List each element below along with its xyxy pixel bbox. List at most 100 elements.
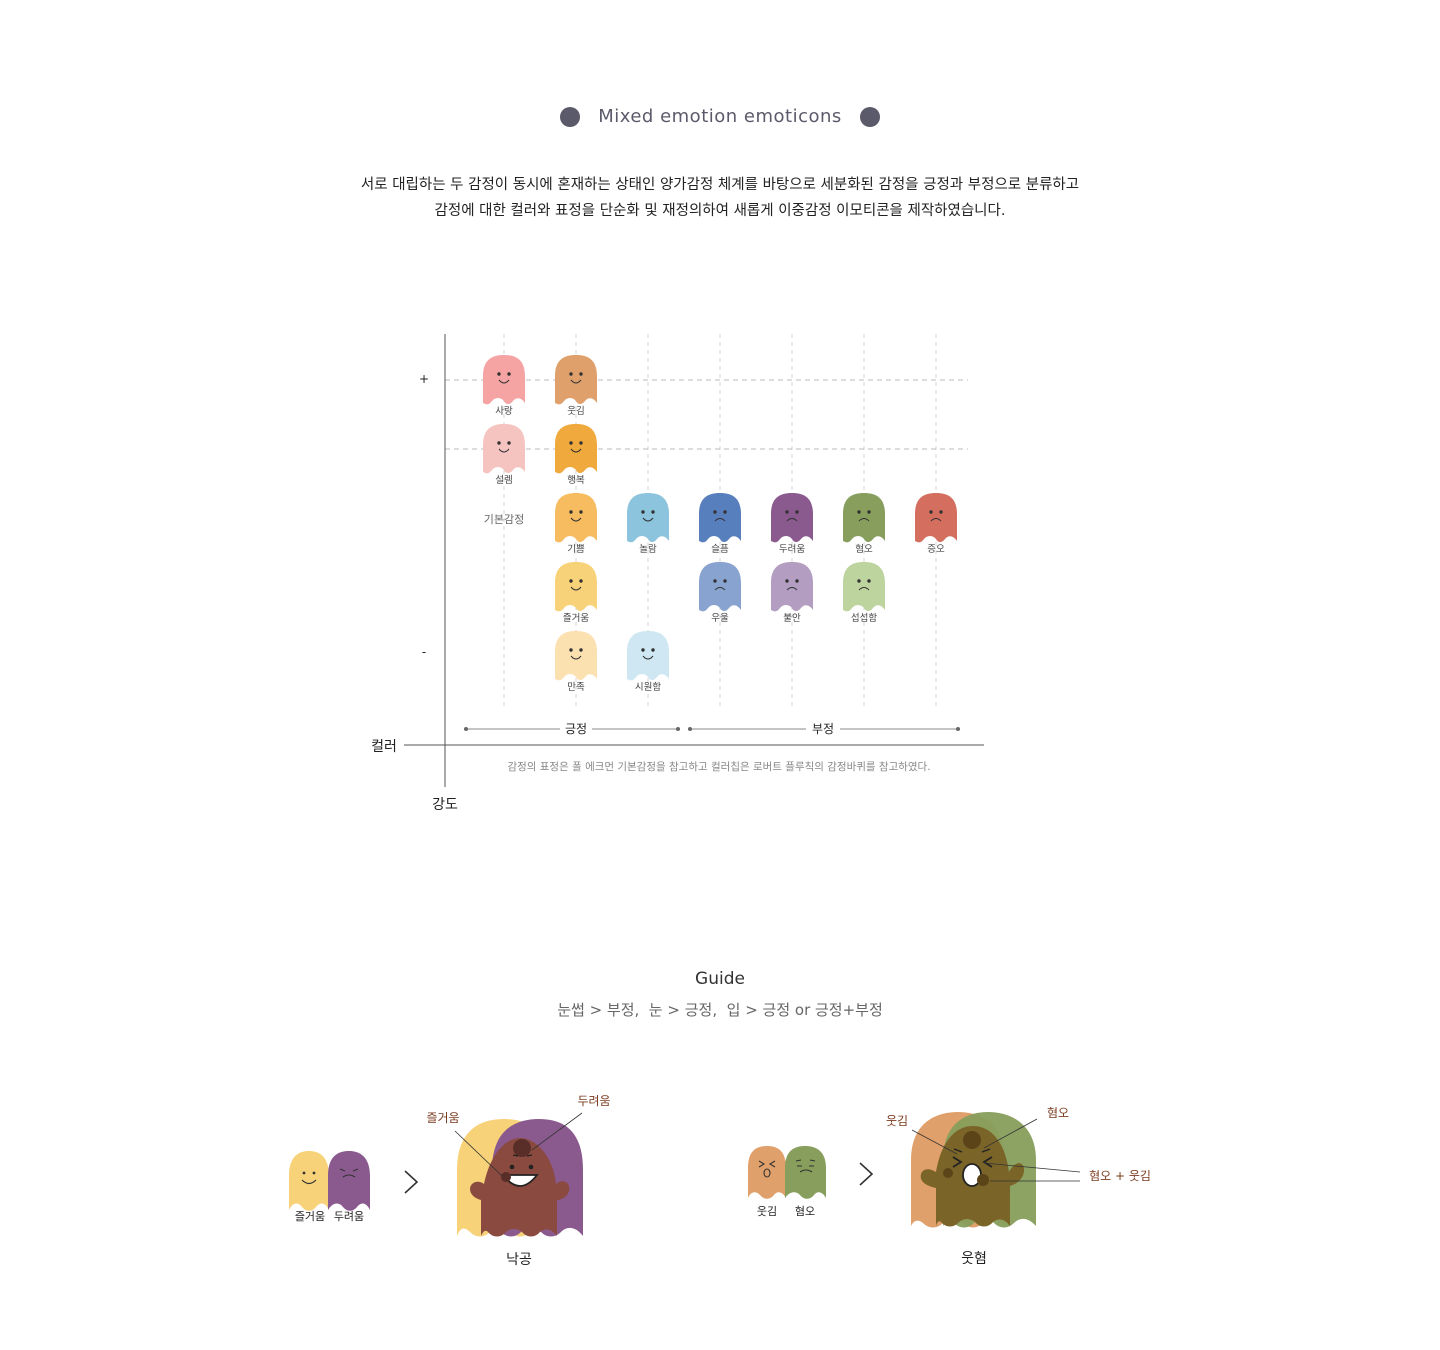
- bullet-dot-icon: [859, 106, 880, 127]
- guide-title: Guide: [695, 969, 745, 989]
- emotion-ghost: 즐거움: [555, 562, 597, 624]
- ghost-body: [699, 562, 741, 612]
- emotion-label: 불안: [783, 613, 801, 624]
- emotion-label: 우울: [711, 613, 729, 624]
- ghost-body: [627, 631, 669, 681]
- emotion-ghost: 슬픔: [699, 493, 741, 555]
- ghost-face-icon: [569, 510, 583, 522]
- ghost-face-icon: [497, 441, 511, 453]
- y-axis-label: 강도: [432, 797, 458, 813]
- emotion-ghost: 사랑: [483, 355, 525, 417]
- ghost-body: [843, 562, 885, 612]
- emotion-label: 설렘: [495, 474, 512, 486]
- emotion-label: 기쁨: [567, 544, 585, 555]
- emotion-ghost: 두려움: [771, 493, 813, 555]
- bullet-dot-icon: [560, 106, 581, 127]
- description-line: 서로 대립하는 두 감정이 동시에 혼재하는 상태인 양가감정 체계를 바탕으로…: [360, 177, 1080, 193]
- ghost-body: [555, 424, 597, 474]
- ghost-body: [483, 424, 525, 474]
- ghost-body: [771, 493, 813, 543]
- emotion-label: 혐오: [855, 544, 873, 555]
- example2-callout-left: 웃김: [886, 1114, 908, 1128]
- bracket-dot: [688, 727, 692, 731]
- ghost-body: [771, 562, 813, 612]
- example2-pair-label: 웃김: [757, 1205, 777, 1218]
- ghost-body: [483, 355, 525, 405]
- ghost-body: [555, 355, 597, 405]
- positive-label: 긍정: [565, 722, 587, 736]
- chevron-right-icon: [404, 1170, 419, 1194]
- x-axis-label: 컬러: [371, 739, 397, 755]
- example1-pair-label: 즐거움: [295, 1210, 325, 1223]
- ghost-disgust-small: [785, 1146, 826, 1199]
- emotion-label: 만족: [567, 682, 585, 693]
- description: 서로 대립하는 두 감정이 동시에 혼재하는 상태인 양가감정 체계를 바탕으로…: [0, 172, 1440, 224]
- negative-label: 부정: [812, 722, 834, 736]
- emotion-label: 섭섭함: [851, 613, 877, 624]
- example1-callout-left: 즐거움: [426, 1111, 459, 1125]
- example2-callout-right: 혐오: [1047, 1106, 1069, 1120]
- emotion-ghost: 기쁨: [555, 493, 597, 555]
- guide-text: 눈썹 > 부정, 눈 > 긍정, 입 > 긍정 or 긍정+부정: [557, 1001, 883, 1019]
- chevron-right-icon: [859, 1162, 874, 1186]
- emotion-ghost: 증오: [915, 493, 957, 555]
- emotion-label: 슬픔: [711, 544, 729, 555]
- example2-pair-label: 혐오: [795, 1205, 815, 1218]
- emotion-ghost: 불안: [771, 562, 813, 624]
- example2-result-label: 웃혐: [961, 1251, 987, 1267]
- ghost-joy-small: [289, 1151, 329, 1211]
- ghost-face-icon: [785, 579, 799, 591]
- y-minus-label: -: [422, 645, 426, 659]
- y-plus-label: +: [419, 372, 429, 386]
- emotion-label: 놀람: [639, 543, 657, 555]
- ghost-face-icon: [641, 510, 655, 522]
- ghost-body: [555, 631, 597, 681]
- mix-examples: 즐거움 두려움 즐거움 두려움 낙공 웃김 혐오: [289, 1094, 1151, 1268]
- example1-mix: 즐거움 두려움 낙공: [426, 1094, 610, 1268]
- emotion-grid-chart: + - 컬러 강도 기본감정 긍정 부정 감정의 표정은 폴 에크먼 기본감정을…: [371, 334, 984, 813]
- ghost-face-icon: [569, 579, 583, 591]
- example2-mix: 웃김 혐오 혐오 + 웃김 웃혐: [886, 1106, 1151, 1267]
- emotion-label: 시원함: [635, 682, 661, 693]
- emotion-label: 즐거움: [563, 613, 589, 624]
- example1-callout-right: 두려움: [577, 1094, 610, 1108]
- emotion-ghost: 웃김: [555, 355, 597, 417]
- emotion-ghost: 혐오: [843, 493, 885, 555]
- ghost-body: [843, 493, 885, 543]
- emotion-ghost: 행복: [555, 424, 597, 486]
- emotion-label: 웃김: [567, 405, 584, 417]
- ghost-face-icon: [569, 648, 583, 660]
- ghost-face-icon: [569, 441, 583, 453]
- bracket-dot: [676, 727, 680, 731]
- ghost-face-icon: [857, 510, 871, 522]
- ghost-body: [915, 493, 957, 543]
- chart-footnote: 감정의 표정은 폴 에크먼 기본감정을 참고하고 컬러칩은 로버트 플루칙의 감…: [507, 760, 930, 773]
- ghost-body: [555, 562, 597, 612]
- emotion-label: 사랑: [495, 405, 513, 417]
- example2-callout-mix: 혐오 + 웃김: [1089, 1169, 1151, 1183]
- section-header: Mixed emotion emoticons: [0, 106, 1440, 127]
- ghost-face-icon: [497, 372, 511, 384]
- ghost-face-icon: [713, 579, 727, 591]
- example1-pair-label: 두려움: [334, 1210, 364, 1223]
- emotion-label: 두려움: [779, 543, 805, 555]
- emotion-label: 증오: [927, 544, 945, 555]
- emotion-ghost: 우울: [699, 562, 741, 624]
- emotion-ghost: 설렘: [483, 424, 525, 486]
- emotion-label: 행복: [567, 474, 585, 486]
- example1-pair: 즐거움 두려움: [289, 1151, 370, 1223]
- ghost-face-icon: [641, 648, 655, 660]
- example1-result-label: 낙공: [506, 1252, 532, 1268]
- example2-pair: 웃김 혐오: [748, 1146, 826, 1218]
- ghost-face-icon: [785, 510, 799, 522]
- ghost-body: [627, 493, 669, 543]
- emotion-ghost: 섭섭함: [843, 562, 885, 624]
- ghost-body: [555, 493, 597, 543]
- ghost-funny-small: [748, 1146, 786, 1199]
- ghost-fear-small: [328, 1151, 370, 1211]
- page-title: Mixed emotion emoticons: [598, 106, 842, 127]
- description-line: 감정에 대한 컬러와 표정을 단순화 및 재정의하여 새롭게 이중감정 이모티콘…: [434, 203, 1006, 219]
- ghost-face-icon: [929, 510, 943, 522]
- ghost-body: [699, 493, 741, 543]
